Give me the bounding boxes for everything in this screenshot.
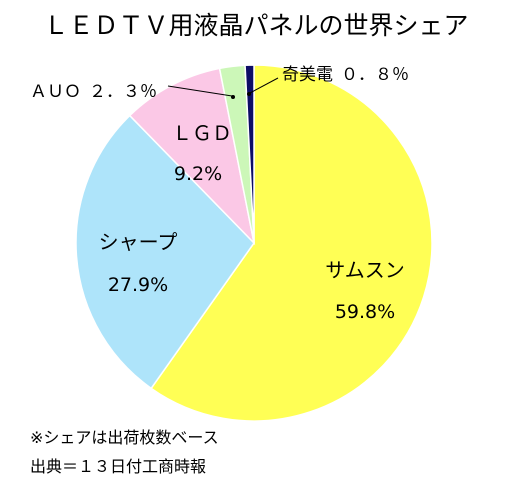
pie-slice-samsung — [150, 64, 433, 422]
leader-line-chimei — [249, 77, 279, 94]
slice-value-sharp: 27.9% — [108, 274, 168, 296]
slice-value-lgd: 9.2% — [174, 163, 222, 185]
leader-dot-chimei — [247, 92, 251, 96]
pie-slices — [75, 64, 433, 422]
slice-name-chimei: 奇美電 — [282, 65, 333, 85]
slice-label-chimei: 奇美電 ０．８％ — [282, 65, 409, 85]
slice-label-auo: ＡＵＯ ２．３％ — [30, 82, 157, 102]
pie-slice-lgd — [128, 67, 256, 246]
slice-label-lgd: ＬＧＤ — [172, 121, 232, 145]
slice-label-samsung: サムスン — [325, 258, 405, 282]
slice-label-sharp: シャープ — [99, 230, 178, 254]
leader-line-auo — [167, 85, 233, 97]
leader-lines — [167, 77, 279, 99]
pie-slice-sharp — [75, 114, 255, 390]
leader-dot-auo — [231, 95, 235, 99]
slice-name-auo: ＡＵＯ — [30, 82, 81, 102]
footnote-source: 出典＝１３日付工商時報 — [30, 457, 206, 476]
chart-title: ＬＥＤＴＶ用液晶パネルの世界シェア — [43, 11, 468, 40]
slice-value-auo: ２．３％ — [89, 82, 157, 102]
slice-value-chimei: ０．８％ — [341, 65, 409, 85]
pie-slice-chimei — [244, 64, 255, 244]
slice-value-samsung: 59.8% — [335, 301, 395, 323]
footnote-basis: ※シェアは出荷枚数ベース — [30, 428, 219, 447]
